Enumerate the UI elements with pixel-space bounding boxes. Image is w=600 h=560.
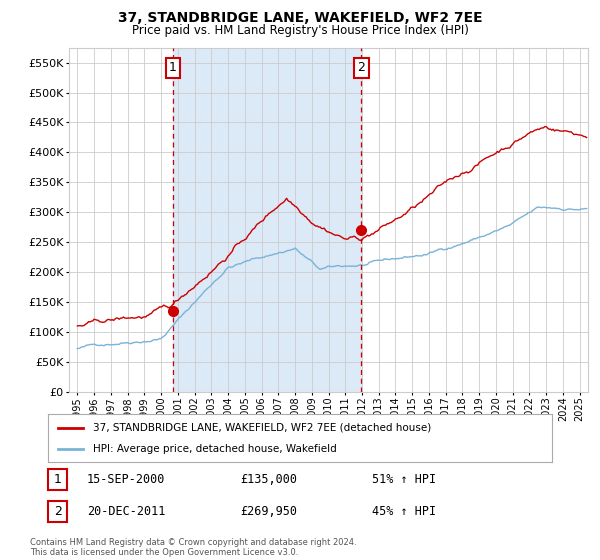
Text: 51% ↑ HPI: 51% ↑ HPI [372,473,436,486]
Text: Contains HM Land Registry data © Crown copyright and database right 2024.
This d: Contains HM Land Registry data © Crown c… [30,538,356,557]
Text: £269,950: £269,950 [240,505,297,518]
Text: Price paid vs. HM Land Registry's House Price Index (HPI): Price paid vs. HM Land Registry's House … [131,24,469,36]
Text: 37, STANDBRIDGE LANE, WAKEFIELD, WF2 7EE (detached house): 37, STANDBRIDGE LANE, WAKEFIELD, WF2 7EE… [94,423,431,433]
Text: 45% ↑ HPI: 45% ↑ HPI [372,505,436,518]
Bar [173,48,361,392]
Text: 1: 1 [169,62,177,74]
Text: £135,000: £135,000 [240,473,297,486]
Text: 2: 2 [53,505,62,518]
Text: HPI: Average price, detached house, Wakefield: HPI: Average price, detached house, Wake… [94,444,337,454]
Text: 1: 1 [53,473,62,486]
Text: 15-SEP-2000: 15-SEP-2000 [87,473,166,486]
Text: 37, STANDBRIDGE LANE, WAKEFIELD, WF2 7EE: 37, STANDBRIDGE LANE, WAKEFIELD, WF2 7EE [118,11,482,25]
Text: 2: 2 [358,62,365,74]
Text: 20-DEC-2011: 20-DEC-2011 [87,505,166,518]
